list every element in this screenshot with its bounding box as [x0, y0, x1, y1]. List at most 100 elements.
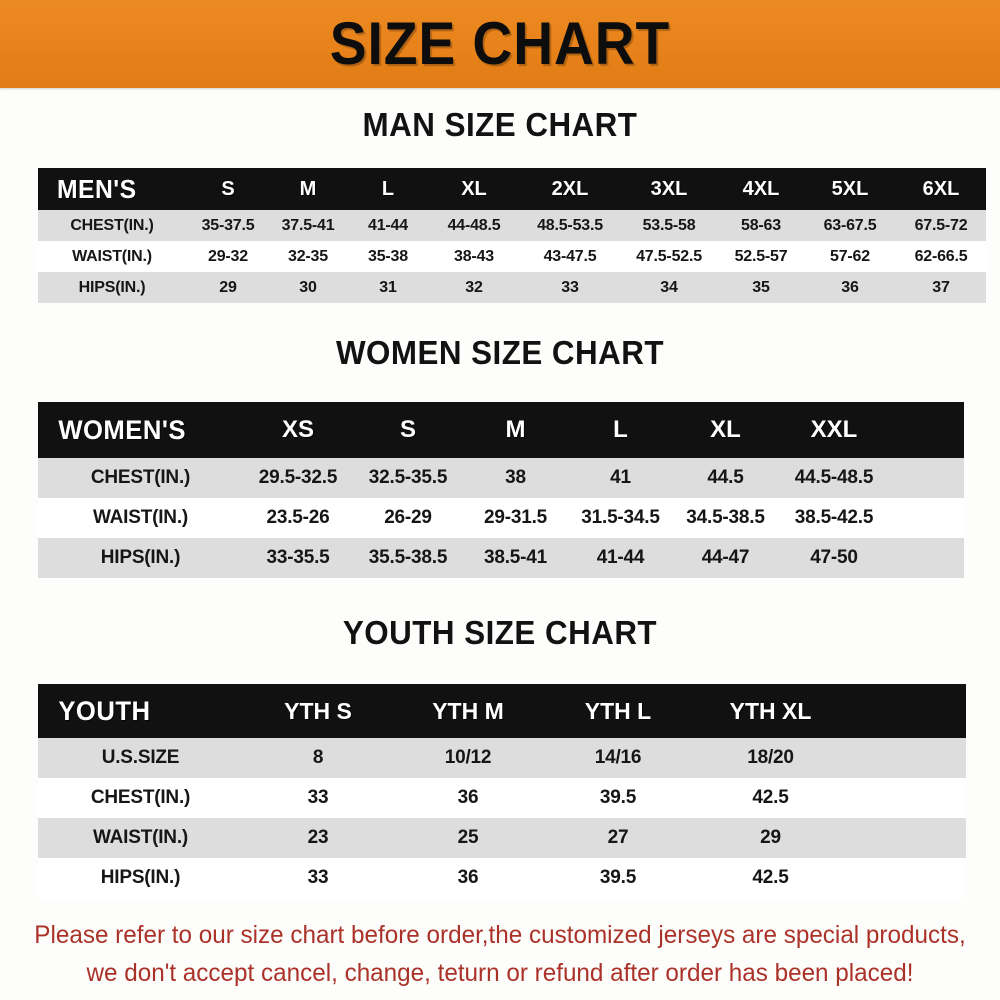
youth-col-header-1: YTH M [432, 697, 504, 724]
women-header-spacer [890, 402, 964, 458]
women-cell-2-2: 38.5-41 [483, 547, 548, 568]
women-cell-1-0: 23.5-26 [266, 507, 330, 528]
table-row: U.S.SIZE 8 10/12 14/16 18/20 [38, 738, 966, 778]
women-cell-1-3: 31.5-34.5 [581, 507, 660, 528]
men-header-row: MEN'S S M L XL 2XL 3XL 4XL 5XL 6XL [38, 168, 986, 210]
youth-row-label-3: HIPS(IN.) [100, 867, 181, 888]
table-row: CHEST(IN.) 33 36 39.5 42.5 [38, 778, 966, 818]
youth-cell-2-0: 23 [307, 827, 329, 848]
women-size-table: WOMEN'S XS S M L XL XXL CHEST(IN.) 29.5-… [38, 402, 964, 578]
youth-cell-1-0: 33 [307, 787, 329, 808]
women-cell-0-3: 41 [610, 467, 631, 488]
youth-table-body: U.S.SIZE 8 10/12 14/16 18/20 CHEST(IN.) … [38, 738, 966, 898]
women-cell-2-1: 35.5-38.5 [368, 547, 448, 568]
men-cell-2-4: 33 [561, 278, 579, 296]
men-cell-1-0: 29-32 [208, 247, 248, 265]
youth-row-spacer [848, 858, 966, 898]
footer-line-1: Please refer to our size chart before or… [34, 921, 966, 949]
men-cell-1-7: 57-62 [830, 247, 870, 265]
youth-header-row: YOUTH YTH S YTH M YTH L YTH XL [38, 684, 966, 738]
women-col-header-4: XL [710, 416, 741, 443]
women-cell-1-1: 26-29 [384, 507, 432, 528]
women-cell-0-1: 32.5-35.5 [368, 467, 448, 488]
men-cell-1-8: 62-66.5 [914, 247, 968, 265]
women-row-spacer [890, 498, 964, 538]
men-row-label-0: CHEST(IN.) [70, 216, 154, 234]
youth-cell-2-1: 25 [457, 827, 479, 848]
men-row-label-2: HIPS(IN.) [78, 278, 146, 296]
youth-cell-0-3: 18/20 [747, 747, 794, 768]
youth-cell-3-3: 42.5 [752, 867, 789, 888]
youth-cell-3-2: 39.5 [599, 867, 637, 888]
men-col-header-0: S [221, 177, 235, 200]
table-row: HIPS(IN.) 29 30 31 32 33 34 35 36 37 [38, 272, 986, 303]
men-cell-0-2: 41-44 [368, 216, 408, 234]
women-cell-2-4: 44-47 [701, 547, 750, 568]
youth-cell-0-0: 8 [312, 747, 324, 768]
table-row: WAIST(IN.) 23 25 27 29 [38, 818, 966, 858]
women-table-header: WOMEN'S XS S M L XL XXL [38, 402, 964, 458]
men-cell-1-2: 35-38 [368, 247, 408, 265]
women-row-label-1: WAIST(IN.) [92, 507, 189, 528]
men-cell-1-4: 43-47.5 [543, 247, 597, 265]
women-row-label-0: CHEST(IN.) [90, 467, 191, 488]
youth-row-spacer [848, 818, 966, 858]
women-cell-0-5: 44.5-48.5 [794, 467, 874, 488]
men-col-header-3: XL [461, 177, 487, 200]
youth-row-label-2: WAIST(IN.) [92, 827, 189, 848]
youth-cell-2-2: 27 [607, 827, 629, 848]
youth-row-label-0: U.S.SIZE [101, 747, 180, 768]
youth-size-table: YOUTH YTH S YTH M YTH L YTH XL U.S.SIZE … [38, 684, 966, 898]
section-title-women: WOMEN SIZE CHART [335, 334, 665, 371]
men-cell-2-7: 36 [841, 278, 859, 296]
men-cell-1-5: 47.5-52.5 [636, 247, 702, 265]
men-col-header-1: M [299, 177, 317, 200]
youth-cell-0-1: 10/12 [444, 747, 492, 768]
men-corner-label: MEN'S [56, 173, 137, 204]
women-col-header-2: M [505, 416, 526, 443]
men-col-header-7: 5XL [831, 177, 869, 200]
women-cell-1-4: 34.5-38.5 [686, 507, 765, 528]
women-table-body: CHEST(IN.) 29.5-32.5 32.5-35.5 38 41 44.… [38, 458, 964, 578]
men-cell-1-3: 38-43 [454, 247, 494, 265]
youth-row-spacer [848, 778, 966, 818]
men-cell-0-3: 44-48.5 [447, 216, 501, 234]
men-row-label-1: WAIST(IN.) [72, 247, 152, 265]
youth-cell-1-1: 36 [457, 787, 479, 808]
men-cell-0-8: 67.5-72 [914, 216, 968, 234]
men-cell-0-5: 53.5-58 [642, 216, 696, 234]
table-row: HIPS(IN.) 33 36 39.5 42.5 [38, 858, 966, 898]
men-cell-0-4: 48.5-53.5 [537, 216, 603, 234]
youth-col-header-0: YTH S [284, 697, 352, 724]
table-row: WAIST(IN.) 29-32 32-35 35-38 38-43 43-47… [38, 241, 986, 272]
youth-cell-0-2: 14/16 [594, 747, 642, 768]
women-cell-2-0: 33-35.5 [266, 547, 330, 568]
women-row-spacer [890, 538, 964, 578]
women-cell-0-0: 29.5-32.5 [258, 467, 338, 488]
youth-row-spacer [848, 738, 966, 778]
men-cell-2-2: 31 [379, 278, 397, 296]
youth-cell-3-1: 36 [457, 867, 479, 888]
men-col-header-4: 2XL [551, 177, 589, 200]
youth-cell-1-3: 42.5 [752, 787, 789, 808]
men-cell-2-8: 37 [932, 278, 950, 296]
youth-header-spacer [848, 684, 966, 738]
men-col-header-5: 3XL [650, 177, 688, 200]
table-row: HIPS(IN.) 33-35.5 35.5-38.5 38.5-41 41-4… [38, 538, 964, 578]
table-row: CHEST(IN.) 29.5-32.5 32.5-35.5 38 41 44.… [38, 458, 964, 498]
men-cell-2-1: 30 [299, 278, 317, 296]
women-cell-1-2: 29-31.5 [483, 507, 548, 528]
men-cell-0-7: 63-67.5 [823, 216, 877, 234]
men-cell-2-0: 29 [219, 278, 237, 296]
section-title-man: MAN SIZE CHART [362, 106, 638, 143]
youth-cell-1-2: 39.5 [599, 787, 637, 808]
men-cell-0-1: 37.5-41 [281, 216, 335, 234]
men-cell-1-6: 52.5-57 [734, 247, 788, 265]
women-cell-1-5: 38.5-42.5 [794, 507, 874, 528]
footer-line-2: we don't accept cancel, change, teturn o… [86, 959, 914, 987]
men-cell-2-6: 35 [752, 278, 770, 296]
youth-cell-2-3: 29 [760, 827, 781, 848]
women-col-header-5: XXL [810, 416, 858, 443]
women-col-header-1: S [399, 416, 416, 443]
table-row: WAIST(IN.) 23.5-26 26-29 29-31.5 31.5-34… [38, 498, 964, 538]
